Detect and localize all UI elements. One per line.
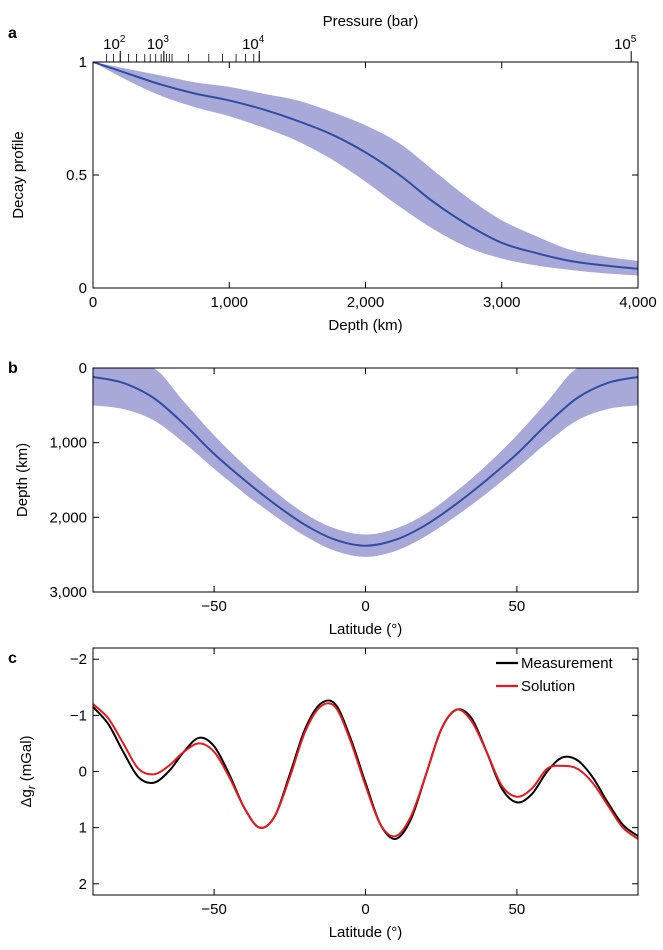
panel-a-plot: 0 1,000 2,000 3,000 4,000 0 0.5 1 Depth (km) Deca… [10, 13, 657, 334]
top-tick-label: 102 [103, 34, 126, 53]
x-tick-label: 50 [509, 901, 526, 918]
top-tick-exponent: 3 [163, 34, 169, 45]
top-tick-label: 104 [242, 34, 265, 53]
y-tick-label: 2,000 [49, 509, 87, 526]
y-tick-label: 0 [79, 280, 87, 297]
y-tick-label: 0 [79, 360, 87, 377]
y-tick-label: 1 [79, 54, 87, 71]
x-tick-label: −50 [201, 901, 226, 918]
top-tick-base: 10 [614, 36, 631, 53]
plot-area [93, 699, 638, 840]
y-tick-label: −1 [70, 707, 87, 724]
series-line [93, 62, 638, 270]
y-axis-label-subscript: r [26, 784, 38, 789]
series-line [93, 375, 638, 547]
top-tick-label: 103 [147, 34, 170, 53]
y-axis-label: Decay profile [10, 131, 27, 219]
x-tick-label: 3,000 [483, 294, 521, 311]
top-tick-exponent: 4 [259, 34, 265, 45]
x-tick-label: 0 [361, 598, 369, 615]
legend-label-solution: Solution [521, 678, 575, 695]
y-tick-label: 1 [79, 820, 87, 837]
y-axis-label-unit: (mGal) [18, 735, 35, 785]
plot-area [93, 62, 638, 276]
uncertainty-band [93, 62, 638, 276]
x-tick-label: −50 [201, 598, 226, 615]
y-tick-label: 3,000 [49, 584, 87, 601]
top-tick-base: 10 [103, 36, 120, 53]
y-axis-label-symbol: Δg [18, 789, 35, 807]
y-tick-label: 2 [79, 876, 87, 893]
top-tick-base: 10 [242, 36, 259, 53]
panel-c-letter: c [8, 650, 17, 667]
x-tick-label: 1,000 [210, 294, 248, 311]
panel-b-letter: b [8, 360, 18, 377]
panel-b-plot: −50 0 50 0 1,000 2,000 3,000 Latitude (°) Depth … [14, 360, 639, 638]
x-tick-label: 0 [361, 901, 369, 918]
uncertainty-band [93, 368, 638, 557]
y-tick-label: 1,000 [49, 435, 87, 452]
x-tick-label: 50 [509, 598, 526, 615]
series-line-measurement [93, 699, 638, 840]
top-tick-label: 105 [614, 34, 637, 53]
top-tick-base: 10 [147, 36, 164, 53]
y-tick-label: 0.5 [66, 167, 87, 184]
x-axis-label: Latitude (°) [329, 621, 403, 638]
series-line-solution [93, 702, 638, 840]
y-axis-label: Δgr (mGal) [18, 735, 38, 807]
panel-c-plot: −50 0 50 −2 −1 0 1 2 Latitude (°) Δgr (mGal) Measu… [18, 647, 639, 941]
x-axis-label: Latitude (°) [329, 924, 403, 941]
x-axis-label: Depth (km) [328, 317, 402, 334]
y-tick-label: 0 [79, 764, 87, 781]
x-tick-label: 0 [89, 294, 97, 311]
panel-a-letter: a [8, 25, 17, 42]
y-axis-label: Depth (km) [14, 443, 31, 517]
panel-c: c −50 0 50 −2 −1 0 1 2 Latitude (°) Δgr (mGal) Mea… [8, 647, 639, 941]
top-tick-exponent: 2 [120, 34, 126, 45]
panel-a: a 0 1,000 2,000 3,000 4,000 0 0.5 1 Depth (km) De… [8, 13, 657, 334]
top-tick-exponent: 5 [631, 34, 637, 45]
x-tick-label: 2,000 [347, 294, 385, 311]
plot-area [93, 368, 638, 557]
legend-label-measurement: Measurement [521, 655, 614, 672]
top-axis-label: Pressure (bar) [323, 13, 419, 30]
y-tick-label: −2 [70, 651, 87, 668]
x-tick-label: 4,000 [619, 294, 657, 311]
panel-b: b −50 0 50 0 1,000 2,000 3,000 Latitude (°) Dept… [8, 360, 639, 638]
